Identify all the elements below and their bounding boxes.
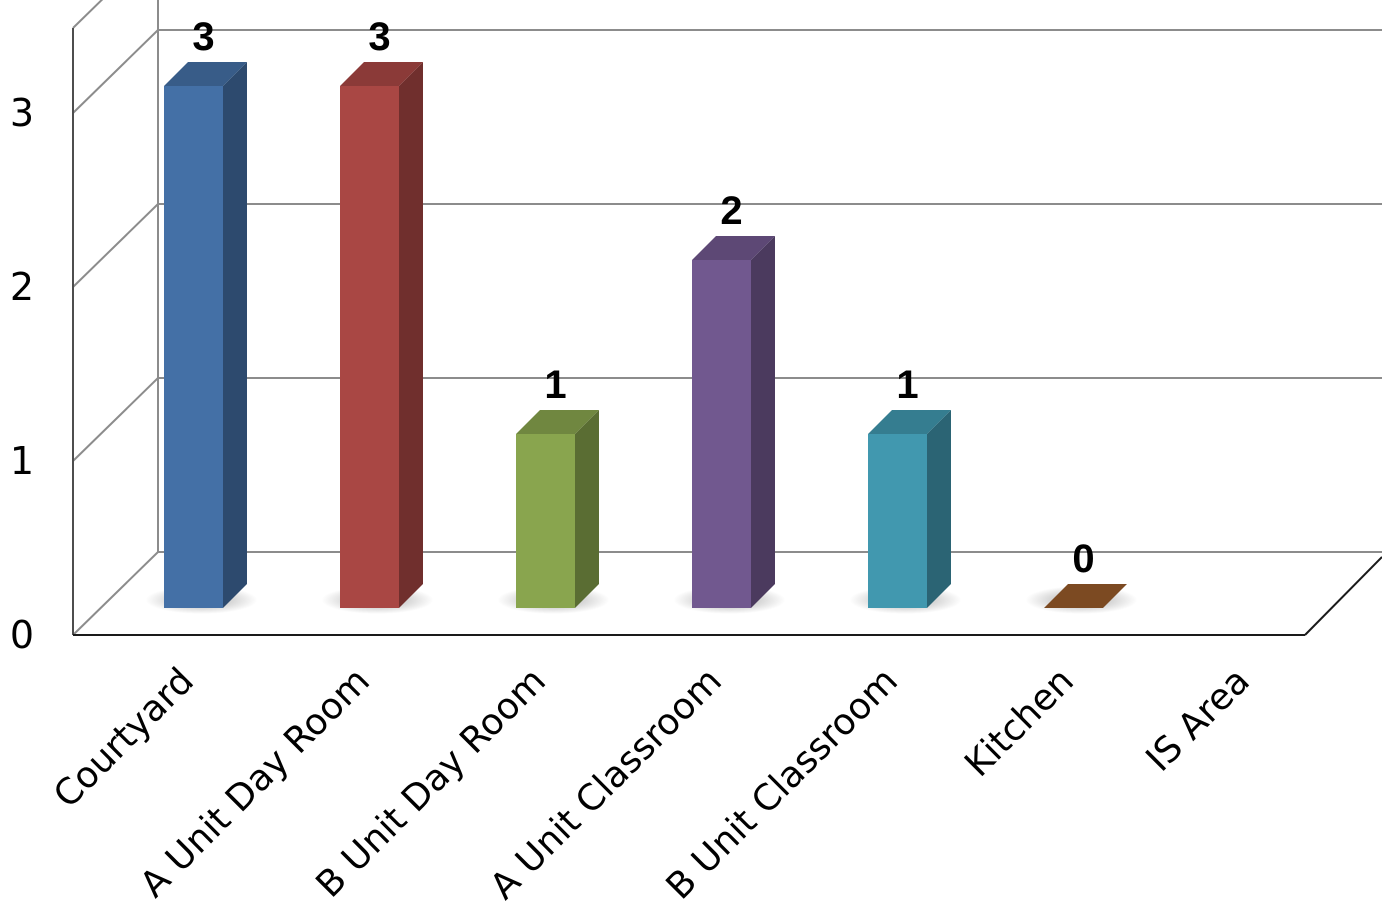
bar-side [223,62,247,608]
y-tick-label: 1 [10,439,34,483]
bar [164,86,223,608]
x-tick-label: IS Area [1139,660,1258,779]
y-tick-label: 3 [10,91,34,135]
gridline-side-3 [72,29,159,114]
bar-top [692,236,775,260]
data-labels: 3 3 1 2 1 0 [192,15,1094,581]
data-label: 2 [720,189,742,233]
side-wall-top [72,0,104,29]
gridline-side-1 [72,377,159,462]
data-label: 0 [1072,537,1094,581]
bar-side [751,236,775,608]
y-tick-label: 2 [10,265,34,309]
floor-right-edge [1304,556,1382,636]
bar [516,434,575,608]
x-tick-label: Courtyard [46,660,202,816]
bars [164,62,1127,608]
bar-shadows [145,586,1138,614]
gridline-side-2 [72,203,159,288]
bar [692,260,751,608]
bar-side [927,410,951,608]
data-label: 3 [192,15,214,59]
bar-side [399,62,423,608]
data-label: 1 [896,363,918,407]
x-tick-label: Kitchen [957,660,1082,785]
bar [340,86,399,608]
bar-top [1044,584,1127,608]
data-label: 1 [544,363,566,407]
data-label: 3 [368,15,390,59]
bar-top [868,410,951,434]
bar-top [164,62,247,86]
bar-top [516,410,599,434]
y-axis-ticks: 0 1 2 3 [10,91,34,657]
bar [868,434,927,608]
bar-top [340,62,423,86]
y-tick-label: 0 [10,613,34,657]
bar-side [575,410,599,608]
gridline-side-0 [72,551,159,636]
